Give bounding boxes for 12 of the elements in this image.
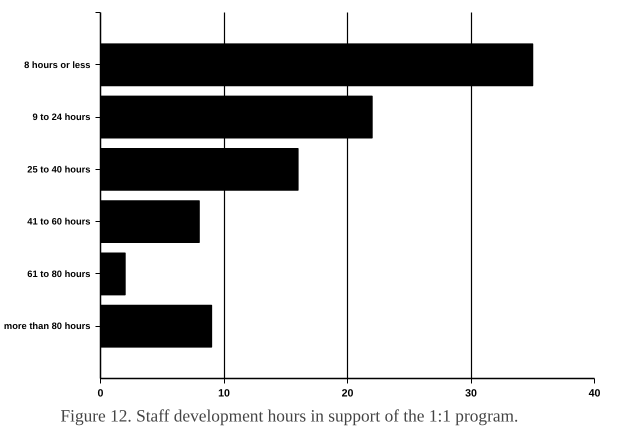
y-tick-label: 61 to 80 hours <box>27 268 91 279</box>
y-tick-label: 25 to 40 hours <box>27 164 91 174</box>
y-tick-label: more than 80 hours <box>4 321 91 332</box>
y-tick-label: 8 hours or less <box>24 60 90 70</box>
y-tick-label: 41 to 60 hours <box>27 216 91 227</box>
caption: Figure 12. Staff development hours in support of the 1:1 program. <box>60 406 518 426</box>
x-tick-label: 10 <box>218 388 230 400</box>
y-tick-label: 9 to 24 hours <box>32 112 91 122</box>
x-tick-label: 20 <box>342 388 354 400</box>
x-tick-label: 40 <box>588 388 600 400</box>
x-tick-label: 0 <box>98 388 104 400</box>
x-tick-label: 30 <box>465 388 477 400</box>
